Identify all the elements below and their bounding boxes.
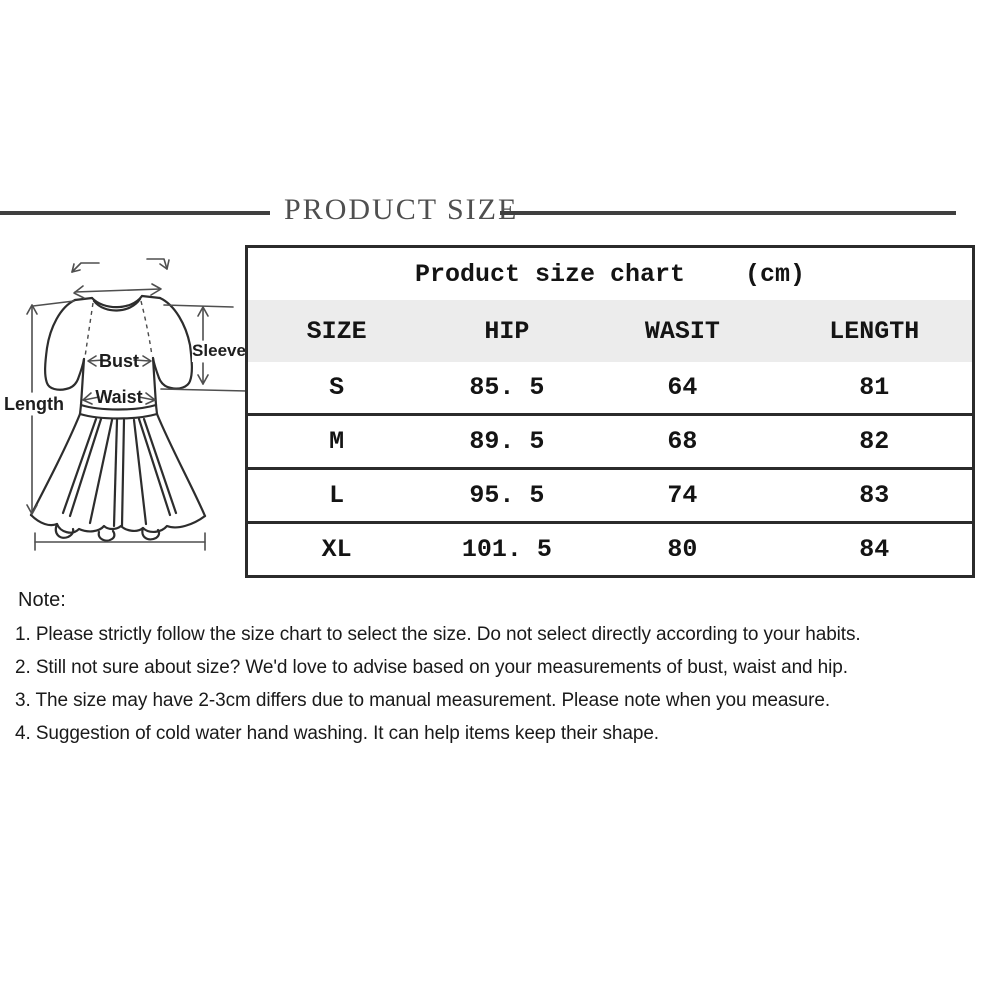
sleeve-label: Sleeve: [192, 341, 246, 360]
cell-size: S: [329, 373, 345, 402]
sleeve-seam-dashes: [84, 300, 153, 358]
cell-length: 83: [859, 481, 890, 510]
column-header-size: SIZE: [306, 316, 367, 346]
column-header-length: LENGTH: [829, 316, 920, 346]
length-label: Length: [4, 394, 64, 414]
cell-size: L: [329, 481, 345, 510]
note-item-2: 2. Still not sure about size? We'd love …: [15, 657, 848, 678]
length-label-mask: [2, 393, 66, 415]
page-title: PRODUCT SIZE: [284, 193, 519, 226]
column-header-waist: WASIT: [644, 316, 720, 346]
cell-hip: 85. 5: [469, 373, 545, 402]
cell-size: XL: [321, 535, 352, 564]
cell-waist: 74: [667, 481, 698, 510]
cell-length: 84: [859, 535, 890, 564]
table-row-s: S 85. 5 64 81: [248, 362, 972, 413]
dress-measurement-diagram: Length Sleeve Bust Waist: [2, 258, 248, 551]
table-row-xl: XL 101. 5 80 84: [248, 521, 972, 575]
cell-length: 81: [859, 373, 890, 402]
cell-hip: 95. 5: [469, 481, 545, 510]
notes-section: Note: 1. Please strictly follow the size…: [15, 589, 993, 756]
note-item-4: 4. Suggestion of cold water hand washing…: [15, 723, 659, 744]
table-row-m: M 89. 5 68 82: [248, 413, 972, 467]
size-chart-title: Product size chart (cm): [414, 259, 806, 289]
cell-length: 82: [859, 427, 890, 456]
bust-label: Bust: [99, 351, 139, 371]
waist-label: Waist: [95, 387, 142, 407]
cell-hip: 89. 5: [469, 427, 545, 456]
cell-waist: 80: [667, 535, 698, 564]
banner-rule-right: [500, 211, 956, 215]
notes-heading: Note:: [18, 589, 66, 611]
note-item-3: 3. The size may have 2-3cm differs due t…: [15, 690, 831, 711]
cell-hip: 101. 5: [461, 535, 552, 564]
cell-waist: 64: [667, 373, 698, 402]
measurement-lines: [26, 258, 248, 551]
banner-rule-left: [0, 211, 270, 215]
cell-size: M: [329, 427, 345, 456]
table-row-l: L 95. 5 74 83: [248, 467, 972, 521]
size-chart-header-row: SIZE HIP WASIT LENGTH: [248, 300, 972, 362]
cell-waist: 68: [667, 427, 698, 456]
column-header-hip: HIP: [484, 316, 530, 346]
size-chart-table: Product size chart (cm) SIZE HIP WASIT L…: [245, 245, 975, 578]
dress-outline-sketch: [29, 294, 207, 542]
sleeve-label-mask: [192, 341, 248, 362]
note-item-1: 1. Please strictly follow the size chart…: [15, 624, 861, 645]
